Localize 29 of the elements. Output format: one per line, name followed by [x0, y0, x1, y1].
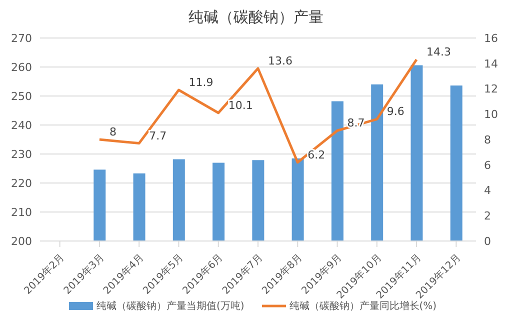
data-label: 6.2	[308, 148, 326, 162]
y-tick-label: 200	[11, 234, 32, 248]
y2-tick-label: 14	[484, 57, 498, 70]
data-label: 11.9	[188, 76, 214, 90]
y2-tick-label: 12	[484, 82, 498, 96]
chart-title: 纯碱（碳酸钠）产量	[188, 8, 324, 28]
y-tick-label: 250	[11, 90, 32, 103]
legend-label: 纯碱（碳酸钠）产量当期值(万吨)	[96, 300, 244, 313]
y2-tick-label: 2	[484, 210, 491, 223]
data-label: 7.7	[149, 129, 167, 142]
y2-tick-label: 0	[484, 234, 491, 248]
line-series	[98, 58, 418, 164]
data-label: 13.6	[268, 54, 292, 68]
y-tick-label: 270	[11, 32, 32, 45]
data-label: 14.3	[426, 46, 452, 59]
y2-tick-label: 8	[484, 133, 491, 146]
y2-tick-label: 6	[484, 158, 491, 172]
y2-tick-label: 10	[484, 108, 498, 122]
y-tick-label: 240	[11, 118, 32, 132]
y2-tick-label: 16	[484, 32, 498, 45]
y-tick-label: 230	[11, 148, 32, 161]
y-tick-label: 220	[11, 176, 32, 190]
y-tick-label: 210	[11, 206, 32, 219]
data-label: 8	[109, 126, 116, 138]
data-label: 10.1	[228, 98, 253, 112]
legend-label: 纯碱（碳酸钠）产量同比增长(%)	[289, 300, 437, 313]
data-label: 9.6	[386, 105, 404, 118]
y2-tick-label: 4	[484, 184, 491, 198]
y-tick-label: 260	[11, 60, 32, 74]
